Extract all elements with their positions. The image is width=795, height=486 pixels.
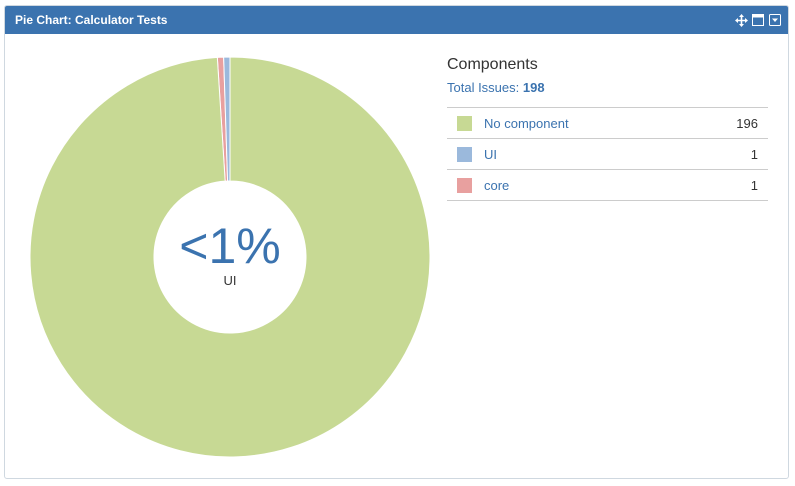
menu-dropdown-icon[interactable] (768, 13, 782, 27)
legend-swatch (457, 115, 472, 131)
legend-row-count: 1 (750, 146, 758, 162)
pie-chart-gadget: Pie Chart: Calculator Tests (4, 5, 789, 479)
pie-chart: <1% UI (25, 52, 435, 462)
legend-row-name[interactable]: No component (484, 115, 569, 131)
total-issues: Total Issues: 198 (447, 80, 768, 95)
legend-swatch (457, 177, 472, 193)
legend-row-name[interactable]: core (484, 177, 510, 193)
move-icon[interactable] (734, 13, 748, 27)
gadget-titlebar[interactable]: Pie Chart: Calculator Tests (5, 6, 788, 34)
pie-chart-svg (29, 56, 431, 458)
total-issues-value[interactable]: 198 (522, 80, 545, 95)
pie-slice-no-component[interactable] (29, 56, 431, 458)
legend-title: Components (447, 56, 538, 73)
legend-row[interactable]: UI 1 (447, 138, 768, 170)
legend-row-count: 196 (736, 115, 758, 131)
legend-table: No component 196 UI 1 core 1 (447, 107, 768, 201)
maximize-icon[interactable] (751, 13, 765, 27)
legend-swatch (457, 146, 472, 162)
total-issues-label: Total Issues: (447, 80, 520, 95)
gadget-controls (734, 13, 782, 27)
legend-row-count: 1 (750, 177, 758, 193)
legend-row[interactable]: No component 196 (447, 107, 768, 139)
legend-row-name[interactable]: UI (484, 146, 497, 162)
chart-legend: Components Total Issues: 198 No componen… (447, 56, 768, 201)
legend-row[interactable]: core 1 (447, 169, 768, 201)
gadget-title: Pie Chart: Calculator Tests (15, 13, 168, 27)
